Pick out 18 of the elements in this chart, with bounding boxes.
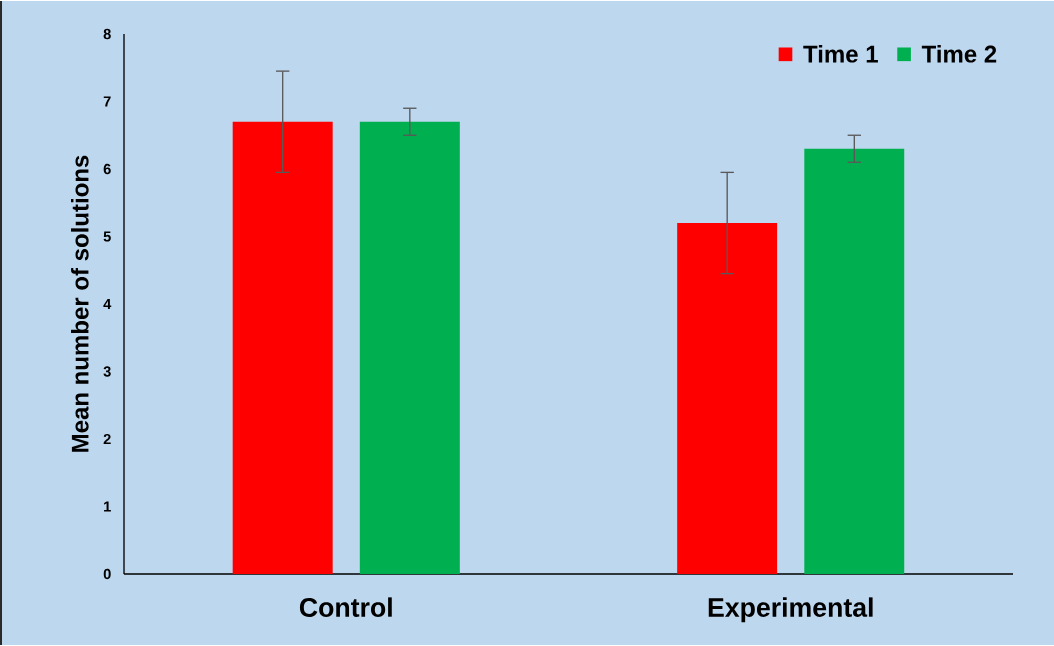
bar [232, 121, 333, 574]
y-tick-label: 7 [103, 96, 111, 107]
y-tick-label: 5 [103, 231, 111, 242]
x-tick-label: Control [299, 597, 392, 617]
y-axis-title: Mean number of solutions [71, 155, 89, 452]
x-tick-label: Experimental [708, 597, 873, 623]
y-tick-label: 0 [103, 568, 111, 580]
y-tick-label: 2 [103, 433, 111, 445]
bar [804, 148, 905, 574]
legend-label: Time 2 [921, 44, 997, 63]
y-tick-label: 3 [103, 366, 111, 377]
y-tick-label: 6 [103, 163, 111, 175]
bar [359, 121, 460, 574]
bar [677, 222, 778, 574]
y-tick-label: 8 [103, 28, 111, 40]
legend-label: Time 1 [803, 44, 878, 63]
y-tick-label: 1 [104, 501, 111, 512]
y-tick-label: 4 [103, 298, 112, 310]
